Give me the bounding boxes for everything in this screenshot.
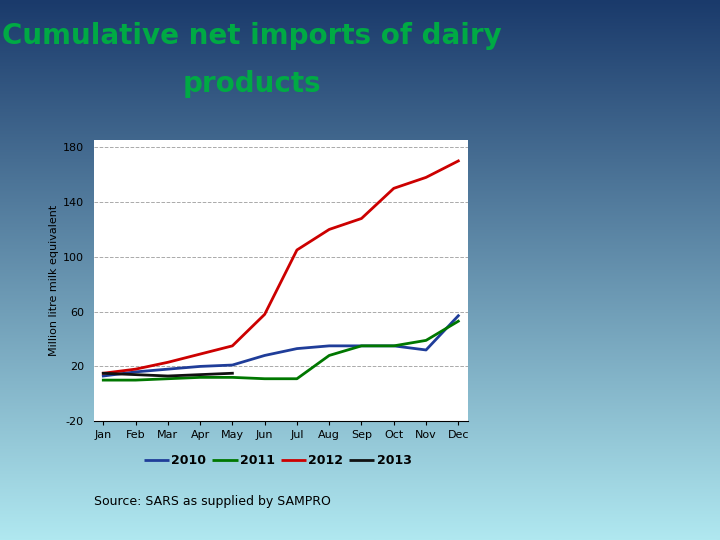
Y-axis label: Million litre milk equivalent: Million litre milk equivalent	[48, 205, 58, 356]
Text: Source: SARS as supplied by SAMPRO: Source: SARS as supplied by SAMPRO	[94, 495, 330, 508]
Text: 2011: 2011	[240, 454, 275, 467]
Text: Cumulative net imports of dairy: Cumulative net imports of dairy	[2, 22, 502, 50]
Text: 2012: 2012	[308, 454, 343, 467]
Text: 2013: 2013	[377, 454, 411, 467]
Text: products: products	[183, 70, 321, 98]
Text: 2010: 2010	[171, 454, 207, 467]
